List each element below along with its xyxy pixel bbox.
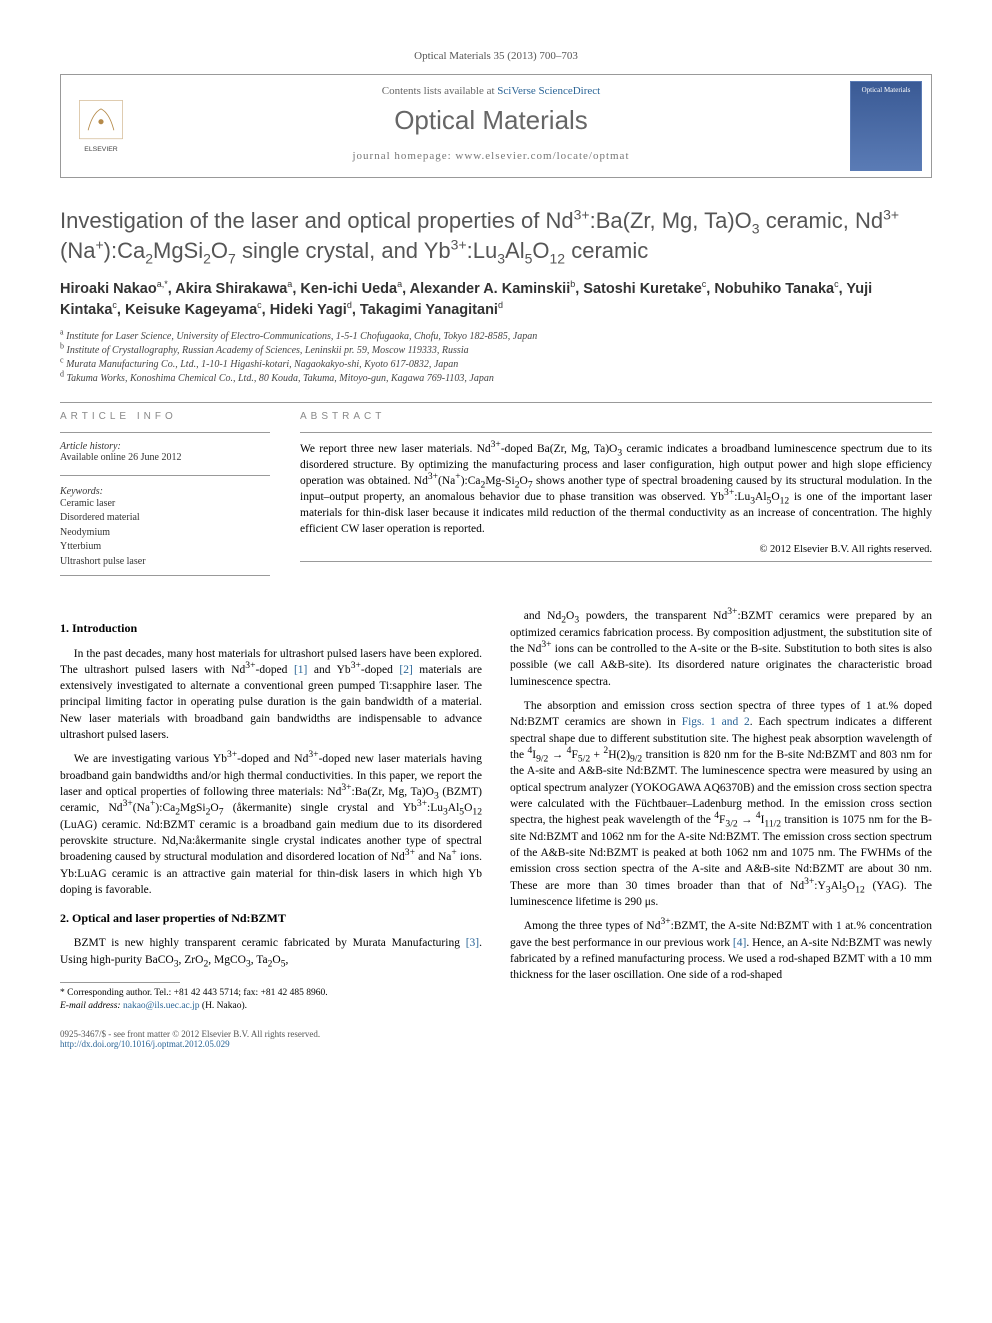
paragraph: Among the three types of Nd3+:BZMT, the … [510, 918, 932, 983]
affiliations: a Institute for Laser Science, Universit… [60, 330, 932, 386]
homepage-url[interactable]: www.elsevier.com/locate/optmat [455, 150, 629, 162]
article-info-column: ARTICLE INFO Article history: Available … [60, 411, 270, 585]
keywords-label: Keywords: [60, 486, 270, 497]
citation-line: Optical Materials 35 (2013) 700–703 [60, 50, 932, 62]
footnote-text: Corresponding author. Tel.: +81 42 443 5… [67, 988, 328, 998]
history-label: Article history: [60, 441, 270, 452]
history-text: Available online 26 June 2012 [60, 452, 270, 463]
divider [60, 475, 270, 476]
email-suffix: (H. Nakao). [202, 1001, 247, 1011]
section-1: 1. Introduction In the past decades, man… [60, 620, 482, 898]
email-label: E-mail address: [60, 1001, 121, 1011]
sciencedirect-link[interactable]: SciVerse ScienceDirect [497, 85, 600, 97]
page-footer: 0925-3467/$ - see front matter © 2012 El… [60, 1029, 932, 1049]
keyword-item: Neodymium [60, 526, 270, 541]
authors-list: Hiroaki Nakaoa,*, Akira Shirakawaa, Ken-… [60, 279, 932, 320]
paragraph: BZMT is new highly transparent ceramic f… [60, 935, 482, 968]
journal-header: ELSEVIER Contents lists available at Sci… [60, 74, 932, 178]
meta-row: ARTICLE INFO Article history: Available … [60, 411, 932, 585]
divider [60, 402, 932, 403]
left-column: 1. Introduction In the past decades, man… [60, 608, 482, 1012]
publisher-logo: ELSEVIER [61, 75, 141, 177]
contents-prefix: Contents lists available at [382, 85, 497, 97]
journal-cover-thumbnail: Optical Materials [841, 75, 931, 177]
divider [60, 432, 270, 433]
journal-name: Optical Materials [141, 105, 841, 136]
contents-line: Contents lists available at SciVerse Sci… [141, 85, 841, 97]
section-1-paragraphs: In the past decades, many host materials… [60, 646, 482, 899]
svg-text:ELSEVIER: ELSEVIER [84, 146, 118, 153]
section-2: 2. Optical and laser properties of Nd:BZ… [60, 910, 482, 968]
right-column: and Nd2O3 powders, the transparent Nd3+:… [510, 608, 932, 1012]
section-heading: 2. Optical and laser properties of Nd:BZ… [60, 910, 482, 927]
paragraph: The absorption and emission cross sectio… [510, 698, 932, 910]
keyword-item: Ytterbium [60, 540, 270, 555]
keyword-item: Ultrashort pulse laser [60, 555, 270, 570]
homepage-prefix: journal homepage: [353, 150, 456, 162]
page-container: Optical Materials 35 (2013) 700–703 ELSE… [0, 0, 992, 1099]
abstract-text: We report three new laser materials. Nd3… [300, 441, 932, 538]
divider [300, 561, 932, 562]
article-info-heading: ARTICLE INFO [60, 411, 270, 422]
paragraph: and Nd2O3 powders, the transparent Nd3+:… [510, 608, 932, 690]
abstract-copyright: © 2012 Elsevier B.V. All rights reserved… [300, 544, 932, 555]
abstract-column: ABSTRACT We report three new laser mater… [300, 411, 932, 585]
header-center: Contents lists available at SciVerse Sci… [141, 75, 841, 177]
body-columns: 1. Introduction In the past decades, man… [60, 608, 932, 1012]
abstract-heading: ABSTRACT [300, 411, 932, 422]
doi-link[interactable]: http://dx.doi.org/10.1016/j.optmat.2012.… [60, 1039, 230, 1049]
section-2-paragraphs: BZMT is new highly transparent ceramic f… [60, 935, 482, 968]
keyword-item: Disordered material [60, 511, 270, 526]
footnote-marker: * [60, 988, 65, 998]
thumb-label: Optical Materials [855, 86, 917, 94]
divider [300, 432, 932, 433]
section-heading: 1. Introduction [60, 620, 482, 637]
keyword-item: Ceramic laser [60, 497, 270, 512]
keywords-list: Ceramic laserDisordered materialNeodymiu… [60, 497, 270, 570]
corresponding-author-footnote: * Corresponding author. Tel.: +81 42 443… [60, 987, 482, 1013]
email-link[interactable]: nakao@ils.uec.ac.jp [123, 1001, 200, 1011]
footnote-divider [60, 982, 180, 983]
paragraph: In the past decades, many host materials… [60, 646, 482, 744]
homepage-line: journal homepage: www.elsevier.com/locat… [141, 150, 841, 162]
divider [60, 575, 270, 576]
footer-line1: 0925-3467/$ - see front matter © 2012 El… [60, 1029, 932, 1039]
paragraph: We are investigating various Yb3+-doped … [60, 751, 482, 898]
article-title: Investigation of the laser and optical p… [60, 206, 932, 265]
